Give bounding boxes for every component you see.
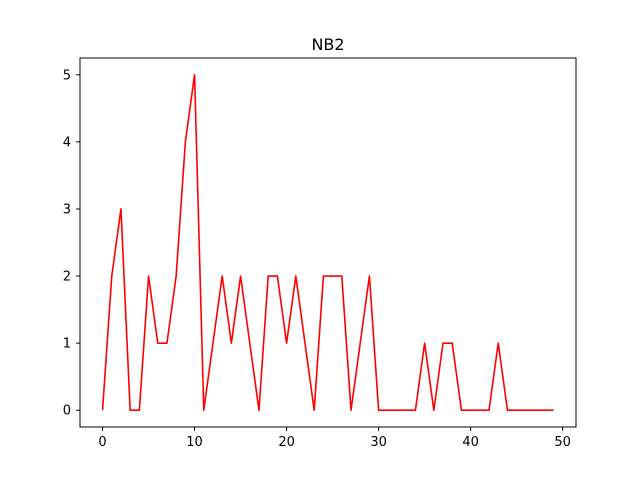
y-tick-label: 0 (63, 404, 71, 419)
x-tick-label: 0 (98, 435, 106, 450)
chart-title: NB2 (311, 35, 344, 54)
axes-layer: 0 10 20 30 40 50 0 1 2 3 4 5 (63, 68, 571, 450)
y-tick-label: 2 (63, 270, 71, 285)
x-tick-label: 50 (554, 435, 571, 450)
plot-frame (79, 57, 577, 428)
series-layer (101, 73, 554, 412)
y-tick-label: 4 (63, 135, 71, 150)
x-tick-label: 40 (462, 435, 479, 450)
x-tick-label: 20 (278, 435, 295, 450)
y-tick-label: 3 (63, 202, 71, 217)
y-tick-label: 1 (63, 337, 71, 352)
x-tick-label: 30 (370, 435, 387, 450)
y-tick-label: 5 (63, 68, 71, 83)
series-line (101, 73, 554, 412)
x-tick-label: 10 (186, 435, 203, 450)
